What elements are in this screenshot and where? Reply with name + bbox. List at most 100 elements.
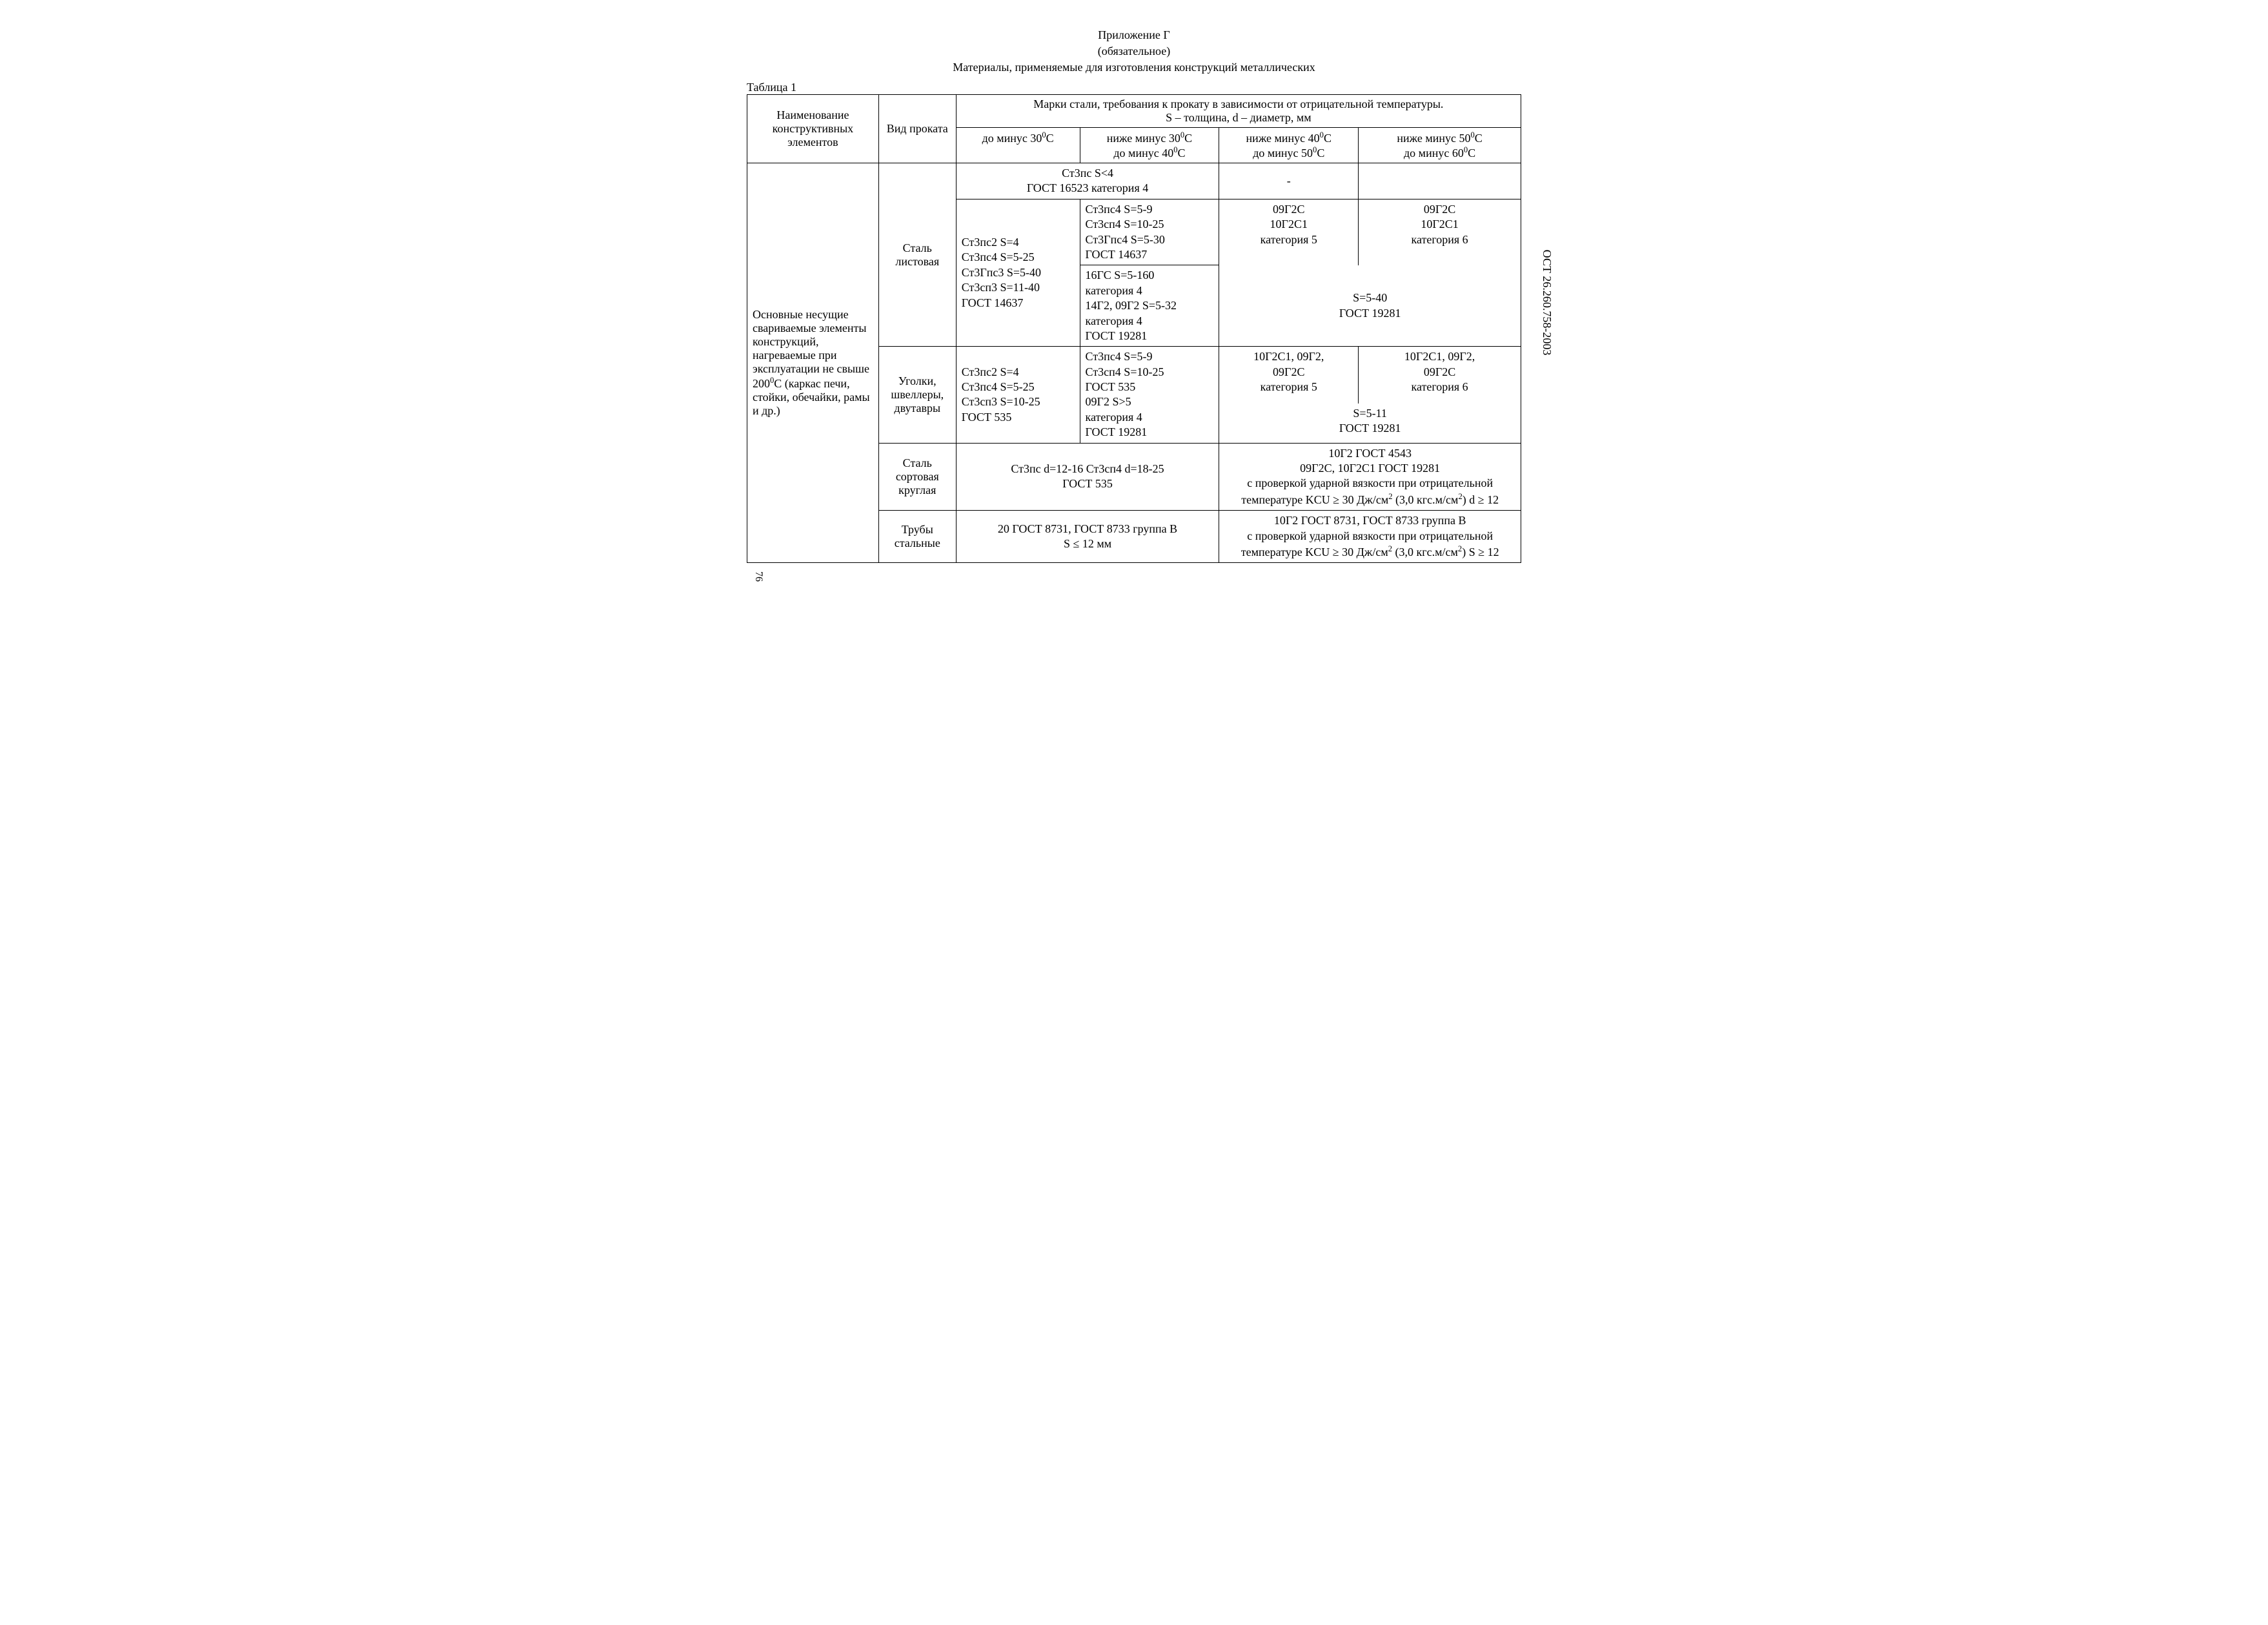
r6c34l3a: температуре KCU ≥ 30 Дж/см bbox=[1241, 546, 1388, 558]
r3c2l3: 14Г2, 09Г2 S=5-32 bbox=[1086, 299, 1177, 312]
hdr-type: Вид проката bbox=[878, 95, 956, 163]
degc: С bbox=[1324, 132, 1331, 145]
r3c2l2: категория 4 bbox=[1086, 284, 1142, 297]
r4c4l1: 10Г2С1, 09Г2, bbox=[1404, 350, 1475, 363]
degc: С bbox=[1468, 147, 1475, 159]
r2-c3: 09Г2С 10Г2С1 категория 5 bbox=[1219, 199, 1359, 265]
vid-profiles: Уголки, швеллеры, двутавры bbox=[878, 347, 956, 443]
r6c34l1: 10Г2 ГОСТ 8731, ГОСТ 8733 группа В bbox=[1274, 514, 1466, 527]
table-label: Таблица 1 bbox=[747, 81, 1521, 94]
r2c2l4: ГОСТ 14637 bbox=[1086, 248, 1148, 261]
r1c1l1: Ст3пс S<4 bbox=[1062, 167, 1113, 179]
r4c3l1: 10Г2С1, 09Г2, bbox=[1253, 350, 1324, 363]
r3c2l4: категория 4 bbox=[1086, 314, 1142, 327]
mandatory-label: (обязательное) bbox=[747, 45, 1521, 58]
r6c34l3c: ) S ≥ 12 bbox=[1462, 546, 1499, 558]
r5c34l4b: (3,0 кгс.м/см bbox=[1393, 493, 1459, 506]
hdr-t3: ниже минус 400С до минус 500С bbox=[1219, 128, 1359, 163]
r6c34l3b: (3,0 кгс.м/см bbox=[1392, 546, 1458, 558]
vid-sheet: Сталь листовая bbox=[878, 163, 956, 347]
r4-c3: 10Г2С1, 09Г2, 09Г2С категория 5 bbox=[1219, 347, 1359, 404]
hdr-t4b: до минус 60 bbox=[1404, 147, 1464, 159]
r6c34l2: с проверкой ударной вязкости при отрицат… bbox=[1247, 529, 1493, 542]
r5-c34: 10Г2 ГОСТ 4543 09Г2С, 10Г2С1 ГОСТ 19281 … bbox=[1219, 443, 1521, 511]
title: Материалы, применяемые для изготовления … bbox=[747, 61, 1521, 74]
hdr-t3b: до минус 50 bbox=[1253, 147, 1313, 159]
r1c1l2: ГОСТ 16523 категория 4 bbox=[1027, 181, 1148, 194]
r2c3l2: 10Г2С1 bbox=[1270, 218, 1308, 230]
r2c1l1: Ст3пс2 S=4 bbox=[962, 236, 1019, 249]
degc: С bbox=[1184, 132, 1192, 145]
r5c34l4a: температуре KCU ≥ 30 Дж/см bbox=[1241, 493, 1388, 506]
vid-pipes: Трубы стальные bbox=[878, 511, 956, 563]
hdr-t2b: до минус 40 bbox=[1113, 147, 1173, 159]
hdr-t1: до минус 300С bbox=[956, 128, 1080, 163]
r4c3l2: 09Г2С bbox=[1273, 365, 1304, 378]
hdr-main-line1: Марки стали, требования к прокату в зави… bbox=[1033, 97, 1443, 110]
r1-c12: Ст3пс S<4 ГОСТ 16523 категория 4 bbox=[956, 163, 1219, 199]
r4c1l4: ГОСТ 535 bbox=[962, 411, 1012, 424]
r2c2l2: Ст3сп4 S=10-25 bbox=[1086, 218, 1164, 230]
r2c3l1: 09Г2С bbox=[1273, 203, 1304, 216]
r2c2l1: Ст3пс4 S=5-9 bbox=[1086, 203, 1153, 216]
degc: С bbox=[1475, 132, 1483, 145]
r5c34l2: 09Г2С, 10Г2С1 ГОСТ 19281 bbox=[1300, 462, 1440, 475]
r5c12l1: Ст3пс d=12-16 Ст3сп4 d=18-25 bbox=[1011, 462, 1164, 475]
r2-c1: Ст3пс2 S=4 Ст3пс4 S=5-25 Ст3Гпс3 S=5-40 … bbox=[956, 199, 1080, 347]
degc: С bbox=[1046, 132, 1054, 145]
element-name: Основные несущие свариваемые элементы ко… bbox=[747, 163, 879, 563]
r5c12l2: ГОСТ 535 bbox=[1062, 477, 1113, 490]
hdr-name: Наименование конструктивных элементов bbox=[747, 95, 879, 163]
hdr-t2: ниже минус 300С до минус 400С bbox=[1080, 128, 1219, 163]
r2c2l3: Ст3Гпс4 S=5-30 bbox=[1086, 233, 1165, 246]
r4c34l1: S=5-11 bbox=[1353, 407, 1387, 420]
vid-round: Сталь сортовая круглая bbox=[878, 443, 956, 511]
r3-c34: S=5-40 ГОСТ 19281 bbox=[1219, 265, 1521, 347]
degc: С bbox=[1317, 147, 1324, 159]
r2c4l3: категория 6 bbox=[1411, 233, 1468, 246]
r4c34l2: ГОСТ 19281 bbox=[1339, 422, 1401, 434]
r2c1l2: Ст3пс4 S=5-25 bbox=[962, 250, 1035, 263]
r1-c4 bbox=[1359, 163, 1521, 199]
r3c34l2: ГОСТ 19281 bbox=[1339, 307, 1401, 320]
hdr-t1-text: до минус 30 bbox=[982, 132, 1042, 145]
r4c2l1: Ст3пс4 S=5-9 bbox=[1086, 350, 1153, 363]
r4c2l6: ГОСТ 19281 bbox=[1086, 425, 1148, 438]
r4c2l3: ГОСТ 535 bbox=[1086, 380, 1136, 393]
r2-c2: Ст3пс4 S=5-9 Ст3сп4 S=10-25 Ст3Гпс4 S=5-… bbox=[1080, 199, 1219, 265]
r2c1l3: Ст3Гпс3 S=5-40 bbox=[962, 266, 1041, 279]
r2c3l3: категория 5 bbox=[1261, 233, 1317, 246]
r4c2l5: категория 4 bbox=[1086, 411, 1142, 424]
r2c4l1: 09Г2С bbox=[1424, 203, 1455, 216]
r2c1l4: Ст3сп3 S=11-40 bbox=[962, 281, 1040, 294]
r4c1l2: Ст3пс4 S=5-25 bbox=[962, 380, 1035, 393]
r6c12l1: 20 ГОСТ 8731, ГОСТ 8733 группа В bbox=[998, 522, 1177, 535]
document-number: ОСТ 26.260.758-2003 bbox=[1541, 250, 1554, 356]
r4c3l3: категория 5 bbox=[1261, 380, 1317, 393]
hdr-main-line2: S – толщина, d – диаметр, мм bbox=[1166, 111, 1311, 124]
appendix-label: Приложение Г bbox=[747, 28, 1521, 42]
r6-c34: 10Г2 ГОСТ 8731, ГОСТ 8733 группа В с про… bbox=[1219, 511, 1521, 563]
r3c2l5: ГОСТ 19281 bbox=[1086, 329, 1148, 342]
r4-c2: Ст3пс4 S=5-9 Ст3сп4 S=10-25 ГОСТ 535 09Г… bbox=[1080, 347, 1219, 443]
r2-c4: 09Г2С 10Г2С1 категория 6 bbox=[1359, 199, 1521, 265]
materials-table: Наименование конструктивных элементов Ви… bbox=[747, 94, 1521, 563]
r4c1l3: Ст3сп3 S=10-25 bbox=[962, 395, 1040, 408]
degc: С bbox=[1178, 147, 1186, 159]
r4c4l2: 09Г2С bbox=[1424, 365, 1455, 378]
hdr-t4a: ниже минус 50 bbox=[1397, 132, 1470, 145]
page-number: 76 bbox=[753, 571, 764, 582]
r2c4l2: 10Г2С1 bbox=[1421, 218, 1458, 230]
hdr-main: Марки стали, требования к прокату в зави… bbox=[956, 95, 1521, 128]
r4-c4: 10Г2С1, 09Г2, 09Г2С категория 6 bbox=[1359, 347, 1521, 404]
r4-c1: Ст3пс2 S=4 Ст3пс4 S=5-25 Ст3сп3 S=10-25 … bbox=[956, 347, 1080, 443]
r4c4l3: категория 6 bbox=[1411, 380, 1468, 393]
hdr-t3a: ниже минус 40 bbox=[1246, 132, 1320, 145]
hdr-t4: ниже минус 500С до минус 600С bbox=[1359, 128, 1521, 163]
r5c34l1: 10Г2 ГОСТ 4543 bbox=[1328, 447, 1412, 460]
r6-c12: 20 ГОСТ 8731, ГОСТ 8733 группа В S ≤ 12 … bbox=[956, 511, 1219, 563]
r2c1l5: ГОСТ 14637 bbox=[962, 296, 1024, 309]
r4c2l4: 09Г2 S>5 bbox=[1086, 395, 1131, 408]
r5c34l4c: ) d ≥ 12 bbox=[1463, 493, 1499, 506]
r6c12l2: S ≤ 12 мм bbox=[1064, 537, 1111, 550]
